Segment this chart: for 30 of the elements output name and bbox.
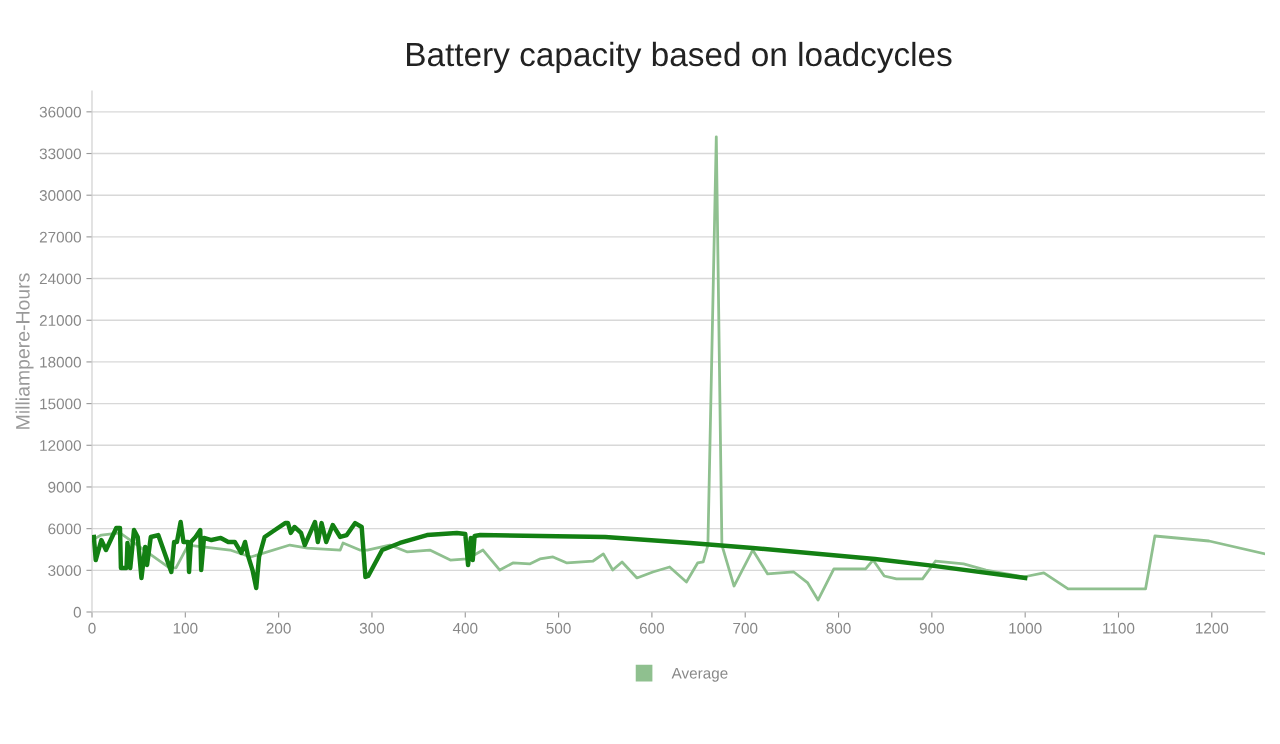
y-tick-label: 15000 [40,398,81,410]
x-tick-label: 500 [546,622,571,634]
x-tick-label: 1200 [1195,622,1229,634]
x-tick-label: 200 [266,622,291,634]
y-tick-label: 24000 [39,273,81,285]
legend-label: Average [671,667,728,682]
x-tick-label: 700 [733,622,758,634]
x-tick-label: 800 [826,622,851,634]
y-tick-label: 36000 [39,106,81,118]
x-tick-label: 300 [359,622,385,634]
y-tick-label: 30000 [39,190,81,201]
chart-title: Battery capacity based on loadcycles [407,41,952,73]
y-tick-label: 12000 [40,440,81,451]
y-tick-label: 33000 [39,148,81,160]
x-tick-label: 600 [639,622,665,634]
y-tick-label: 21000 [39,315,81,326]
x-tick-label: 1000 [1009,622,1042,634]
y-tick-label: 18000 [40,356,81,368]
y-tick-label: 27000 [39,231,81,243]
y-tick-label: 0 [73,606,81,618]
x-tick-label: 0 [88,622,96,634]
x-tick-label: 100 [173,622,198,634]
line-series [92,519,1028,591]
y-tick-label: 3000 [48,565,81,577]
y-tick-label: 6000 [48,523,81,535]
x-tick-label: 1100 [1103,622,1135,634]
y-tick-label: 9000 [48,481,81,493]
y-axis-title: Milliampere-Hours [15,273,34,429]
x-tick-label: 900 [919,622,945,634]
x-tick-label: 400 [452,622,478,634]
